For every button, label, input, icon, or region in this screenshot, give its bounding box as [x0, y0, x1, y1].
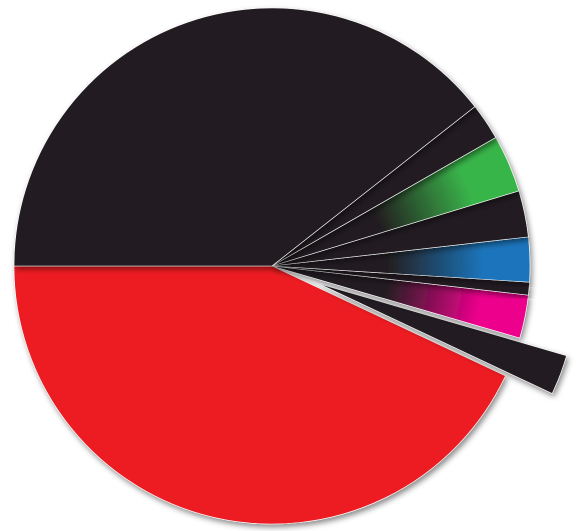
pie-slices [13, 7, 567, 525]
pie-slice-9 [13, 7, 476, 267]
pie-slice-1 [13, 265, 506, 525]
pie-slice-2 [318, 283, 567, 394]
